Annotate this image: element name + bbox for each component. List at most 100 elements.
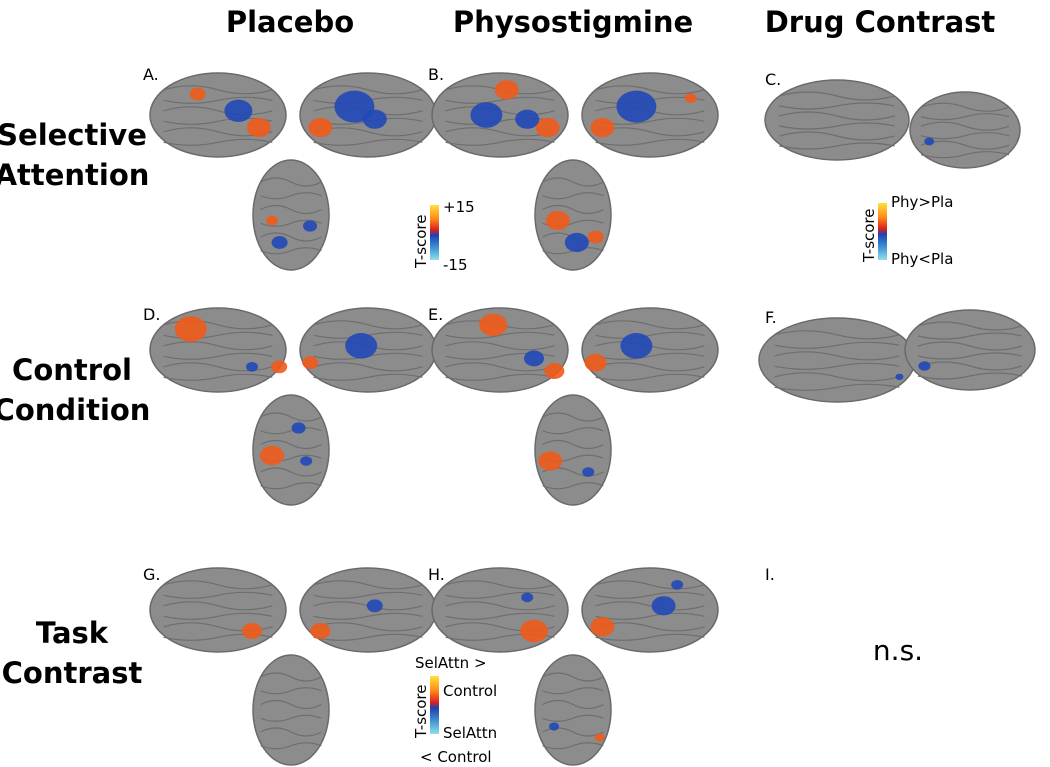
sulcus [595,331,705,339]
column-header: Drug Contrast [765,5,996,39]
sulcus [920,102,1010,112]
panel-label: C. [765,70,781,89]
sulcus [163,341,273,351]
sulcus [260,699,322,710]
sulcus [163,352,273,360]
activation [494,80,519,100]
activation [345,333,378,359]
sulcus [595,85,705,95]
sulcus [779,91,895,101]
row-header: Task [36,616,109,650]
sulcus [445,138,555,146]
column-header: Physostigmine [453,5,693,39]
sulcus [260,482,322,490]
sulcus [260,714,322,722]
activation [291,422,306,434]
sulcus [313,362,423,372]
sulcus [542,427,604,435]
activation [584,353,607,372]
sulcus [445,373,555,381]
sulcus [595,612,705,620]
sulcus [260,412,322,422]
sulcus [779,102,895,110]
sulcus [260,672,322,682]
sulcus [445,96,555,104]
activation [521,592,534,603]
sulcus [774,362,900,370]
colorbar-top: SelAttn > [415,654,487,672]
panel-label: I. [765,565,775,584]
row-header: Control [12,353,132,387]
sulcus [774,383,900,391]
colorbar-bottom: SelAttn [443,724,497,742]
brain-images [149,72,1036,766]
sulcus [595,352,705,360]
activation [524,350,544,367]
brain [904,309,1036,391]
activation [549,722,559,731]
sulcus [595,373,705,381]
colorbar-top: Phy>Pla [891,193,953,211]
activation [260,445,284,466]
row-header: Attention [0,158,149,192]
brain [149,72,287,158]
panel-label: F. [765,308,777,327]
sulcus [917,341,1023,351]
colorbar-title: T-score [860,208,878,263]
sulcus [163,85,273,95]
sulcus [542,192,604,200]
colorbar-title: T-score [412,214,430,269]
activation [470,102,503,128]
sulcus [595,362,705,372]
sulcus [163,138,273,146]
activation [302,356,319,369]
sulcus [917,332,1023,340]
activation [310,623,331,639]
sulcus [920,113,1010,121]
sulcus [595,591,705,599]
sulcus [260,687,322,695]
activation [300,456,313,466]
sulcus [774,351,900,361]
brain [534,159,612,271]
sulcus [260,467,322,477]
sulcus [595,320,705,330]
panel-label: G. [143,565,160,584]
sulcus [542,439,604,450]
sulcus [779,142,895,150]
activation [684,93,697,103]
sulcus [542,742,604,750]
colorbar-title: T-score [412,684,430,739]
colorbar [430,676,439,734]
colorbar-bottom: < Control [420,748,492,766]
activation [271,236,288,249]
brain [758,317,916,403]
activation [535,118,560,138]
panel-label: A. [143,65,159,84]
sulcus [313,622,423,632]
row-header: Selective [0,118,147,152]
sulcus [595,633,705,641]
brain [431,567,569,653]
sulcus [917,352,1023,360]
sulcus [774,330,900,340]
activation [582,467,595,477]
sulcus [542,714,604,722]
sulcus [313,580,423,590]
sulcus [595,580,705,590]
sulcus [445,331,555,339]
activation [366,599,383,613]
sulcus [260,192,322,200]
brain [534,654,612,766]
activation [590,118,615,138]
sulcus [920,121,1010,131]
sulcus [313,320,423,330]
brain [149,567,287,653]
activation [246,362,258,372]
sulcus [920,132,1010,140]
activation [616,90,657,123]
sulcus [260,439,322,450]
sulcus [445,601,555,611]
brain [252,654,330,766]
sulcus [313,85,423,95]
